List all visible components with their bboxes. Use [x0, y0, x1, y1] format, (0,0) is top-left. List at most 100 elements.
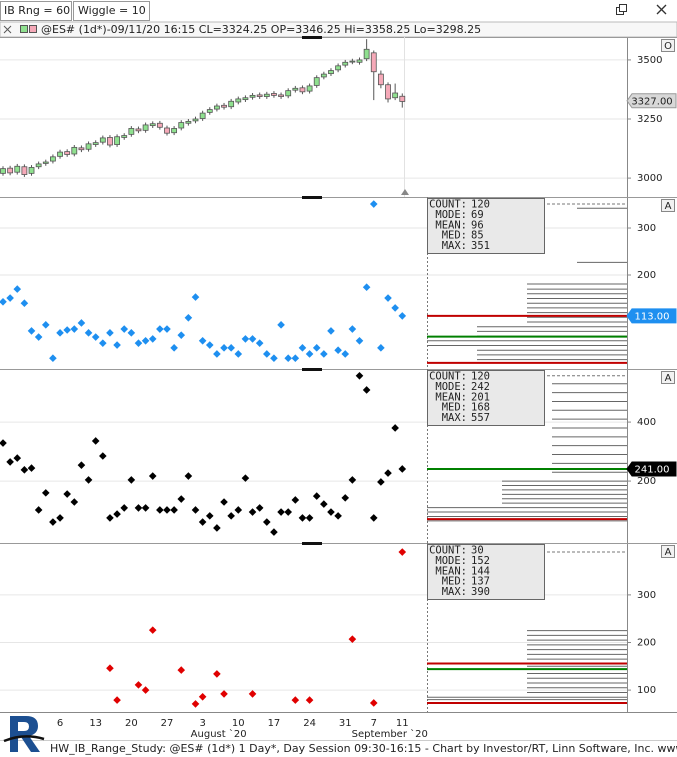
- header-close-icon[interactable]: [3, 25, 12, 34]
- scatter-point: [49, 518, 57, 526]
- panel-button[interactable]: [661, 39, 675, 52]
- scatter-point: [334, 512, 342, 520]
- candle-body: [385, 84, 391, 100]
- y-tick-label: 200: [637, 476, 656, 487]
- y-tick-label: 3250: [637, 114, 662, 125]
- candle-body: [107, 137, 113, 146]
- scatter-point: [6, 294, 14, 302]
- stats-value: 242: [471, 381, 490, 393]
- scatter-point: [156, 506, 164, 514]
- stats-value: 152: [471, 555, 490, 567]
- panel-button-label: O: [664, 41, 672, 52]
- candle-body: [135, 128, 142, 132]
- scatter-point: [327, 508, 335, 516]
- candle-body: [285, 90, 292, 97]
- scatter-point: [213, 350, 221, 358]
- candle-body: [99, 137, 106, 143]
- y-tick-label: 3500: [637, 55, 662, 66]
- stats-label: COUNT:: [429, 199, 467, 211]
- candle-body: [235, 98, 242, 103]
- scatter-point: [91, 333, 100, 341]
- candle-body: [228, 100, 235, 108]
- panel-button[interactable]: [661, 371, 675, 384]
- panel-button[interactable]: [661, 199, 675, 212]
- scatter-point: [148, 335, 157, 343]
- up-candle-icon: [20, 25, 28, 33]
- chart-title: @ES# (1d*)-09/11/20 16:15 CL=3324.25 OP=…: [41, 23, 481, 36]
- scatter-point: [384, 469, 392, 477]
- y-tick-label: 300: [637, 223, 656, 234]
- x-tick-label: 24: [303, 718, 316, 729]
- candle-body: [121, 135, 128, 138]
- y-tick-label: 400: [637, 417, 656, 428]
- toolbar: [0, 0, 677, 22]
- ib-range-button[interactable]: [0, 1, 72, 21]
- scatter-point: [377, 344, 385, 352]
- stats-box: [427, 370, 545, 426]
- ib-range-label: IB Rng = 60: [4, 4, 70, 17]
- panel-button[interactable]: [661, 545, 675, 558]
- stats-value: 30: [471, 545, 484, 557]
- scatter-point: [291, 354, 300, 362]
- candle-body: [249, 94, 256, 98]
- candle-body: [278, 94, 284, 97]
- scatter-point: [41, 489, 50, 497]
- candle-body: [206, 109, 213, 113]
- candle-body: [92, 142, 99, 145]
- scatter-point: [234, 350, 243, 358]
- scatter-point: [20, 299, 29, 308]
- scatter-point: [327, 327, 335, 335]
- candle-body: [171, 128, 178, 134]
- scatter-point: [312, 492, 321, 500]
- scatter-point: [184, 472, 193, 480]
- scatter-point: [156, 325, 164, 333]
- scatter-point: [398, 465, 407, 473]
- scatter-point: [70, 498, 79, 506]
- candle-body: [335, 65, 342, 71]
- close-icon[interactable]: [656, 4, 667, 15]
- scatter-point: [298, 344, 307, 352]
- scatter-point: [63, 326, 71, 334]
- scatter-point: [334, 346, 342, 355]
- candle-body: [256, 94, 263, 97]
- wiggle-label: Wiggle = 10: [78, 4, 146, 17]
- last-value-label: 241.00: [635, 464, 670, 475]
- panel-tab: [302, 196, 322, 199]
- footer-text: HW_IB_Range_Study: @ES# (1d*) 1 Day*, Da…: [50, 742, 677, 755]
- stats-label: MODE:: [435, 555, 467, 567]
- scatter-point: [384, 294, 392, 302]
- stats-value: 69: [471, 209, 484, 221]
- candle-body: [213, 105, 220, 110]
- stats-value: 144: [471, 565, 490, 577]
- panel-button-label: A: [665, 547, 672, 558]
- candle-body: [28, 167, 35, 174]
- scatter-point: [305, 696, 314, 704]
- x-tick-label: 10: [232, 718, 245, 729]
- scatter-point: [141, 504, 150, 512]
- scatter-point: [191, 506, 200, 514]
- candle-body: [156, 122, 163, 128]
- scatter-point: [248, 508, 257, 516]
- stats-label: MODE:: [435, 381, 467, 393]
- scatter-point: [177, 495, 186, 503]
- stats-label: MEAN:: [435, 219, 467, 231]
- scatter-point: [34, 506, 43, 514]
- stats-label: MAX:: [442, 586, 467, 598]
- scatter-point: [177, 666, 186, 674]
- scatter-point: [170, 344, 178, 352]
- scatter-point: [91, 437, 100, 445]
- restore-icon[interactable]: [616, 4, 627, 15]
- scatter-point: [106, 664, 114, 673]
- scatter-point: [227, 512, 235, 520]
- candle-body: [313, 77, 320, 86]
- candle-body: [392, 92, 399, 99]
- last-value-marker: [626, 461, 677, 477]
- wiggle-button[interactable]: [73, 1, 150, 21]
- scatter-point: [148, 472, 157, 480]
- scatter-point: [148, 626, 157, 634]
- scatter-point: [398, 312, 407, 320]
- stats-value: 351: [471, 240, 490, 252]
- scatter-point: [248, 335, 257, 343]
- candle-body: [271, 93, 277, 96]
